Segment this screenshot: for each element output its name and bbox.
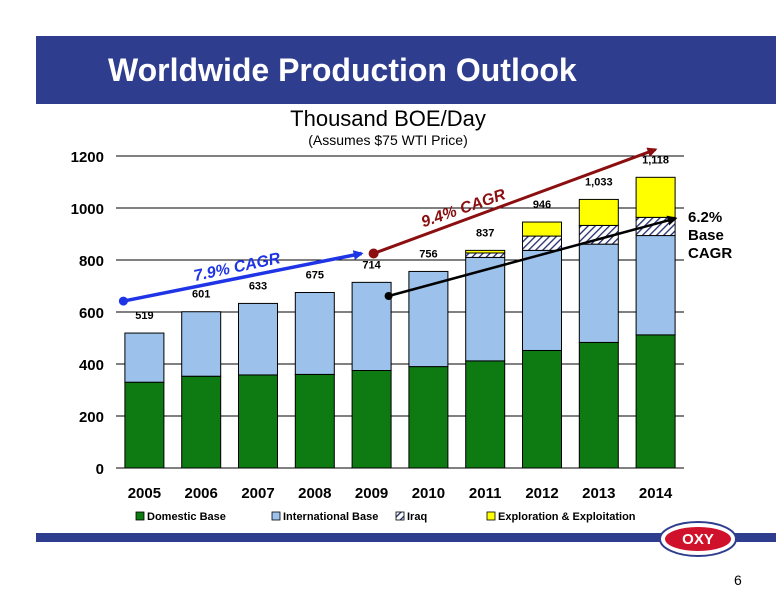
bar-segment	[522, 235, 562, 251]
data-label: 675	[306, 270, 324, 282]
title-banner: Worldwide Production Outlook	[36, 36, 776, 104]
x-tick-label: 2010	[412, 485, 445, 502]
legend-label: Exploration & Exploitation	[498, 511, 636, 523]
bar-segment	[522, 221, 562, 237]
x-axis: 2005 2006 2007 2008 2009 2010 2011 2012 2013 2014	[128, 485, 673, 502]
bottom-rule	[36, 533, 776, 542]
slide-title: Worldwide Production Outlook	[108, 52, 577, 88]
y-axis: 0 200 400 600 800 1000 1200	[71, 149, 104, 478]
cagr-arrow-red	[373, 147, 658, 255]
legend-swatch	[395, 511, 405, 521]
legend-label: Iraq	[407, 511, 427, 523]
y-tick-label: 200	[79, 409, 104, 426]
bar-segment	[124, 381, 165, 469]
data-label: 756	[419, 248, 437, 260]
data-label: 633	[249, 280, 267, 292]
y-tick-label: 1000	[71, 201, 104, 218]
oxy-logo: OXY	[658, 520, 738, 558]
value-labels: 519 601 633 675 714 756 837 946 1,033 1,118	[135, 154, 669, 322]
legend: Domestic Base International Base Iraq Explo…	[135, 511, 636, 523]
bar-segment	[408, 366, 449, 469]
data-label: 1,118	[642, 154, 669, 166]
cagr-arrow-black	[388, 215, 678, 298]
x-tick-label: 2008	[298, 485, 331, 502]
x-tick-label: 2012	[525, 485, 558, 502]
legend-swatch	[271, 511, 281, 521]
bar-segment	[465, 252, 506, 258]
bar-segment	[522, 249, 562, 351]
data-label: 837	[476, 227, 494, 239]
bar-segment	[465, 360, 506, 469]
bar-segment	[294, 373, 335, 469]
bar-segment	[351, 370, 392, 469]
x-tick-label: 2005	[128, 485, 161, 502]
logo-text: OXY	[682, 531, 714, 548]
cagr-label-black: 6.2% Base CAGR	[688, 209, 732, 262]
bar-segment	[465, 249, 506, 254]
page-number: 6	[734, 572, 742, 588]
bar-segment	[238, 374, 278, 469]
x-tick-label: 2014	[639, 485, 673, 502]
x-tick-label: 2013	[582, 485, 615, 502]
data-label: 601	[192, 289, 210, 301]
x-tick-label: 2009	[355, 485, 388, 502]
chart-title: Thousand BOE/Day	[290, 106, 486, 131]
chart-subtitle: (Assumes $75 WTI Price)	[308, 132, 467, 148]
x-tick-label: 2011	[469, 485, 502, 502]
legend-swatch	[486, 511, 496, 521]
bar-segment	[351, 281, 392, 371]
y-tick-label: 600	[79, 305, 104, 322]
data-label: 1,033	[585, 176, 613, 188]
cagr-arrow-blue	[123, 250, 364, 303]
bar-segment	[294, 292, 335, 375]
bar-segment	[635, 176, 676, 218]
y-tick-label: 0	[96, 461, 104, 478]
bar-segment	[578, 198, 619, 226]
bars	[124, 176, 676, 469]
data-label: 714	[362, 259, 381, 271]
x-tick-label: 2006	[185, 485, 218, 502]
legend-label: International Base	[283, 511, 378, 523]
bar-segment	[408, 270, 449, 368]
legend-label: Domestic Base	[147, 511, 226, 523]
bar-segment	[181, 375, 222, 469]
bar-segment	[578, 341, 619, 469]
bar-segment	[124, 332, 165, 383]
bar-segment	[635, 334, 676, 469]
bar-segment	[238, 302, 278, 376]
y-tick-label: 400	[79, 357, 104, 374]
bar-segment	[578, 243, 619, 343]
bar-segment	[181, 311, 222, 377]
x-tick-label: 2007	[241, 485, 274, 502]
y-tick-label: 1200	[71, 149, 104, 166]
data-label: 946	[533, 199, 551, 211]
bar-segment	[635, 235, 676, 336]
bar-segment	[522, 349, 562, 469]
y-tick-label: 800	[79, 253, 104, 270]
legend-swatch	[135, 511, 145, 521]
data-label: 519	[135, 310, 153, 322]
